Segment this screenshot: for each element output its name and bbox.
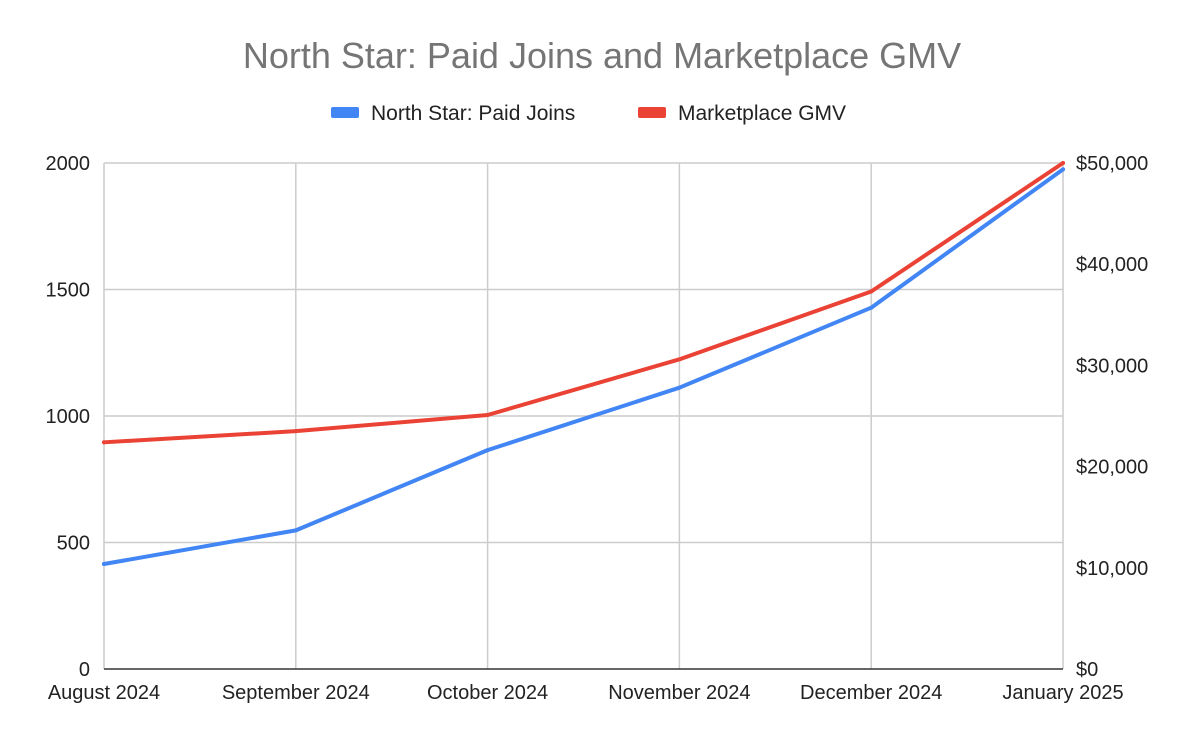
x-tick-label: November 2024 <box>608 682 750 704</box>
y-left-tick-label: 1000 <box>46 406 91 428</box>
y-axis-right-ticks: $0 $10,000 $20,000 $30,000 $40,000 $50,000 <box>1076 153 1148 681</box>
data-point-gmv <box>485 412 490 417</box>
data-point-paid-joins <box>869 305 874 310</box>
y-left-tick-label: 500 <box>57 533 90 555</box>
chart-title: North Star: Paid Joins and Marketplace G… <box>243 35 961 76</box>
data-point-gmv <box>1061 161 1065 165</box>
y-left-tick-label: 1500 <box>46 280 91 302</box>
x-tick-label: September 2024 <box>222 682 370 704</box>
y-right-tick-label: $30,000 <box>1076 355 1148 377</box>
data-point-paid-joins <box>677 385 682 390</box>
x-tick-label: December 2024 <box>800 682 942 704</box>
axes <box>103 163 1064 670</box>
data-point-gmv <box>869 289 874 294</box>
series-line-gmv <box>102 161 1065 445</box>
y-right-tick-label: $50,000 <box>1076 153 1148 175</box>
y-left-tick-label: 2000 <box>46 153 91 175</box>
legend-swatch-gmv <box>638 107 666 118</box>
y-right-tick-label: $10,000 <box>1076 558 1148 580</box>
y-axis-left-ticks: 0 500 1000 1500 2000 <box>46 153 91 681</box>
legend-label-paid-joins: North Star: Paid Joins <box>371 102 575 125</box>
legend: North Star: Paid Joins Marketplace GMV <box>331 102 846 125</box>
series-lines <box>102 161 1065 567</box>
data-point-paid-joins <box>293 528 298 533</box>
y-right-tick-label: $20,000 <box>1076 457 1148 479</box>
x-axis-ticks: August 2024 September 2024 October 2024 Nov… <box>48 682 1124 704</box>
series-line-paid-joins <box>102 167 1065 567</box>
legend-label-gmv: Marketplace GMV <box>678 102 846 125</box>
x-tick-label: October 2024 <box>427 682 548 704</box>
legend-swatch-paid-joins <box>331 107 359 118</box>
data-point-gmv <box>102 440 106 445</box>
x-tick-label: August 2024 <box>48 682 160 704</box>
y-right-tick-label: $40,000 <box>1076 254 1148 276</box>
data-point-gmv <box>293 429 298 434</box>
x-tick-label: January 2025 <box>1002 682 1123 704</box>
data-point-paid-joins <box>102 562 106 567</box>
data-point-paid-joins <box>485 448 490 453</box>
gridlines <box>104 162 1063 669</box>
data-point-gmv <box>677 357 682 362</box>
y-right-tick-label: $0 <box>1076 659 1098 681</box>
y-left-tick-label: 0 <box>79 659 90 681</box>
data-point-paid-joins <box>1061 167 1065 172</box>
